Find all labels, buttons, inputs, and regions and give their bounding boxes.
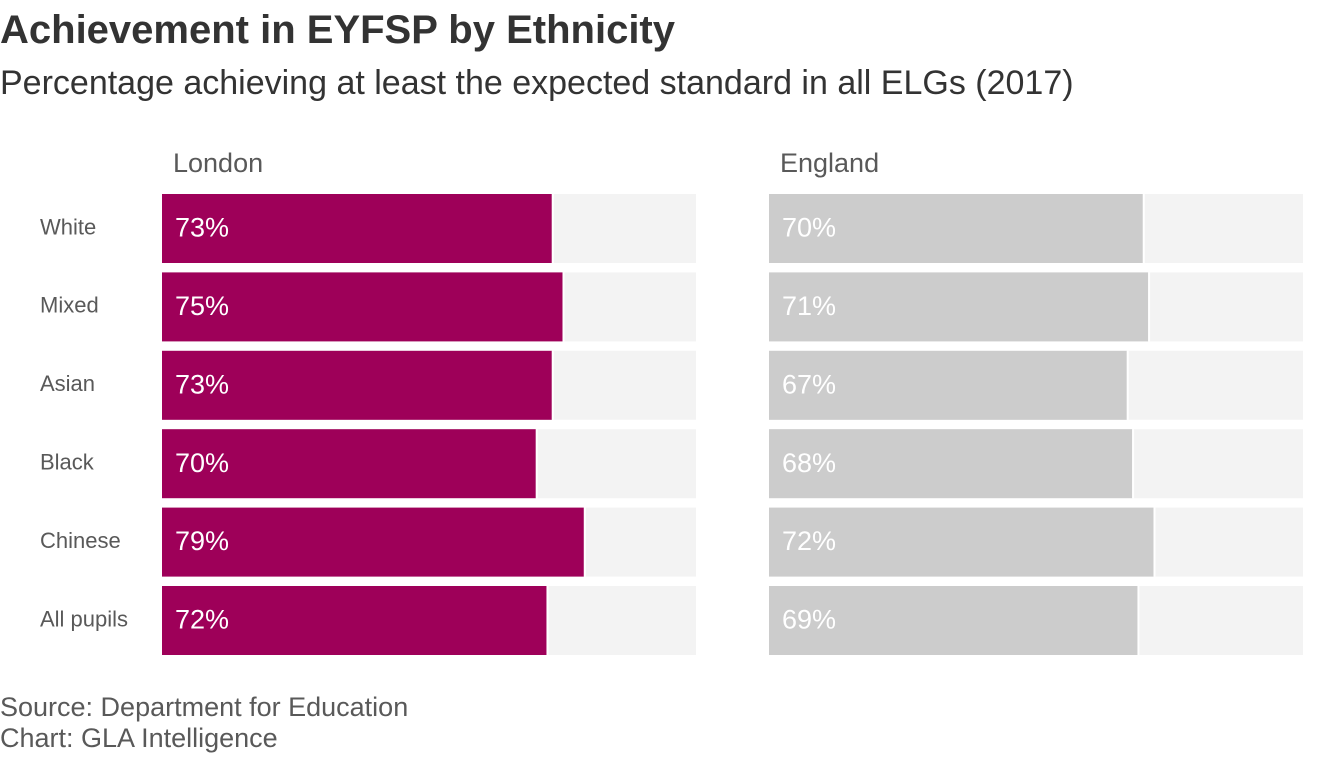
data-label: 75%	[175, 291, 229, 321]
panel-title: England	[780, 148, 879, 178]
bar	[162, 350, 552, 420]
data-label: 69%	[782, 605, 836, 635]
bar-end-gap	[1132, 429, 1135, 499]
bar-end-gap	[1153, 507, 1156, 577]
data-label: 73%	[175, 369, 229, 399]
category-label: All pupils	[40, 606, 128, 631]
bar-end-gap	[546, 586, 549, 655]
category-label: White	[40, 214, 96, 239]
category-label: Black	[40, 450, 95, 475]
bar	[162, 586, 547, 655]
bar-end-gap	[1142, 194, 1145, 263]
bar	[162, 507, 584, 577]
bar-end-gap	[551, 350, 554, 420]
chart-title: Achievement in EYFSP by Ethnicity	[0, 8, 675, 52]
bar	[769, 272, 1149, 342]
bar	[162, 429, 536, 499]
bar-end-gap	[551, 194, 554, 263]
data-label: 79%	[175, 526, 229, 556]
data-label: 67%	[782, 369, 836, 399]
chart-source: Source: Department for Education Chart: …	[0, 692, 408, 754]
bar-end-gap	[1137, 586, 1140, 655]
data-label: 68%	[782, 448, 836, 478]
bar	[162, 272, 563, 342]
source-text: Source: Department for Education	[0, 692, 409, 722]
bar	[162, 194, 552, 263]
category-label: Chinese	[40, 528, 121, 553]
data-label: 72%	[782, 526, 836, 556]
bar	[769, 586, 1138, 655]
data-label: 73%	[175, 213, 229, 243]
bar-end-gap	[1126, 350, 1129, 420]
bar	[769, 350, 1127, 420]
bar-end-gap	[562, 272, 565, 342]
bar-end-gap	[583, 507, 586, 577]
panel-title: London	[173, 148, 263, 178]
data-label: 72%	[175, 605, 229, 635]
data-label: 70%	[782, 213, 836, 243]
bar	[769, 194, 1143, 263]
bar-end-gap	[535, 429, 538, 499]
bar	[769, 507, 1154, 577]
chart-subtitle: Percentage achieving at least the expect…	[0, 64, 1074, 102]
data-label: 71%	[782, 291, 836, 321]
bar	[769, 429, 1133, 499]
data-label: 70%	[175, 448, 229, 478]
category-label: Asian	[40, 371, 95, 396]
bar-end-gap	[1148, 272, 1151, 342]
credit-text: Chart: GLA Intelligence	[0, 723, 278, 753]
category-label: Mixed	[40, 293, 99, 318]
